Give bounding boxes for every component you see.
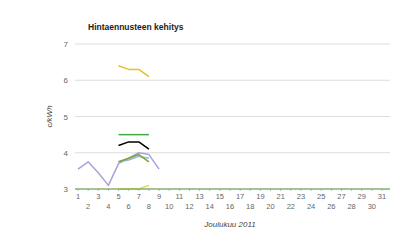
x-tick-label: 27 bbox=[337, 192, 345, 201]
x-tick-label: 25 bbox=[317, 192, 325, 201]
x-tick-label: 9 bbox=[157, 192, 161, 201]
x-tick-label: 17 bbox=[236, 192, 244, 201]
x-tick-label: 1 bbox=[76, 192, 80, 201]
x-tick-label: 6 bbox=[127, 202, 131, 211]
grid-line bbox=[75, 116, 390, 117]
series-line bbox=[119, 66, 149, 77]
y-tick-label: 7 bbox=[64, 40, 69, 49]
y-tick-label: 4 bbox=[64, 149, 69, 158]
series-line bbox=[119, 134, 149, 136]
grid-line bbox=[75, 189, 390, 190]
grid-line bbox=[75, 152, 390, 153]
x-axis-line bbox=[75, 189, 390, 190]
x-tick-label: 7 bbox=[137, 192, 141, 201]
x-tick-label: 31 bbox=[378, 192, 386, 201]
x-tick-label: 22 bbox=[287, 202, 295, 211]
x-tick-label: 29 bbox=[358, 192, 366, 201]
x-tick-label: 5 bbox=[116, 192, 120, 201]
x-tick-label: 26 bbox=[327, 202, 335, 211]
x-tick-label: 14 bbox=[206, 202, 214, 211]
x-tick-label: 13 bbox=[195, 192, 203, 201]
series-line bbox=[119, 185, 149, 189]
x-tick-label: 10 bbox=[165, 202, 173, 211]
x-tick-label: 19 bbox=[256, 192, 264, 201]
x-tick-label: 4 bbox=[106, 202, 110, 211]
series-line bbox=[119, 155, 149, 162]
x-tick-label: 24 bbox=[307, 202, 315, 211]
x-tick-label: 18 bbox=[246, 202, 254, 211]
x-tick-label: 15 bbox=[216, 192, 224, 201]
x-tick-label: 3 bbox=[96, 192, 100, 201]
x-tick-label: 20 bbox=[266, 202, 274, 211]
x-tick-label: 21 bbox=[276, 192, 284, 201]
title: Hintaennusteen kehitys bbox=[88, 22, 184, 32]
x-tick-label: 2 bbox=[86, 202, 90, 211]
x-tick-label: 28 bbox=[347, 202, 355, 211]
chart: Hintaennusteen kehitysc/kWh3456712345678… bbox=[0, 0, 400, 234]
grid-line bbox=[75, 44, 390, 45]
x-tick-label: 16 bbox=[226, 202, 234, 211]
x-tick-label: 23 bbox=[297, 192, 305, 201]
x-tick-label: 11 bbox=[175, 192, 183, 201]
x-tick-label: 12 bbox=[185, 202, 193, 211]
plot-area bbox=[78, 66, 159, 189]
x-axis-label: Joulukuu 2011 bbox=[203, 220, 255, 229]
series-line bbox=[119, 142, 149, 149]
y-tick-label: 5 bbox=[64, 113, 69, 122]
y-tick-label: 3 bbox=[64, 185, 69, 194]
x-tick-label: 30 bbox=[368, 202, 376, 211]
x-tick-label: 8 bbox=[147, 202, 151, 211]
series-line bbox=[78, 153, 159, 186]
y-tick-label: 6 bbox=[64, 76, 69, 85]
y-axis-label: c/kWh bbox=[45, 105, 54, 128]
grid-line bbox=[75, 80, 390, 81]
